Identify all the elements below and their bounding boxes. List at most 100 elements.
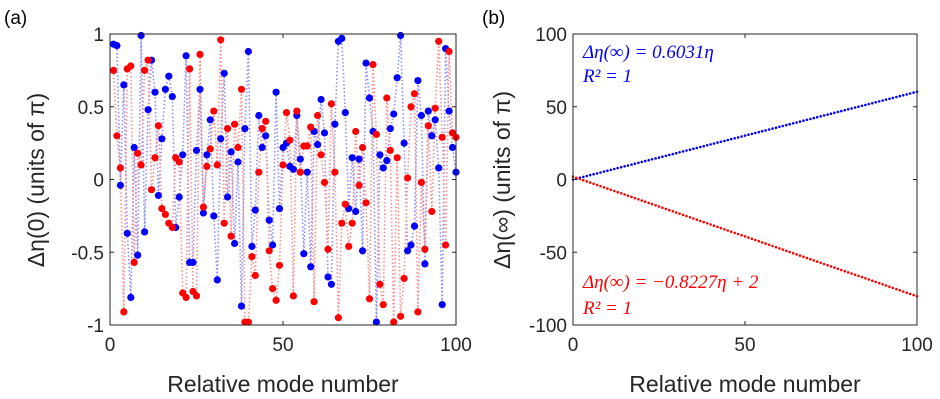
panel-a: (a) 0 50 100 -1 -0.5 0 0.5 1 Relative mode numb… [4, 8, 472, 397]
panel-b-red-point [877, 281, 881, 285]
panel-b-blue-point [822, 114, 826, 117]
panel-a-red-point [435, 37, 443, 45]
panel-a-red-point [310, 298, 318, 306]
panel-b-blue-fit-equation: Δη(∞) = 0.6031η [582, 42, 714, 63]
panel-b-red-point [864, 277, 867, 280]
panel-b-red-point [723, 228, 726, 231]
panel-b-blue-point [836, 110, 840, 114]
panel-b-blue-point [709, 143, 712, 146]
panel-b-red-point [760, 241, 764, 244]
panel-a-red-point [151, 154, 159, 162]
panel-a-red-point [161, 210, 169, 218]
panel-b-red-point [809, 257, 812, 261]
panel-b-blue-point [874, 101, 877, 104]
panel-b-blue-point [613, 167, 616, 171]
panel-a-blue-point [234, 158, 242, 166]
panel-a-ytick-label: 0 [93, 171, 104, 192]
panel-b-red-point [729, 230, 733, 233]
panel-a-blue-point [410, 222, 419, 230]
panel-b-red-point [575, 176, 578, 180]
panel-a-blue-point [314, 141, 322, 149]
panel-b-red-point [733, 231, 736, 235]
panel-a-blue-point [400, 139, 408, 147]
panel-b-red-point [712, 224, 716, 227]
panel-a-blue-point [262, 132, 270, 140]
panel-b-blue-point [685, 149, 688, 152]
panel-a-red-point [227, 232, 235, 240]
panel-a-red-point [109, 66, 118, 74]
panel-a-blue-point [265, 216, 273, 224]
panel-a-red-point [192, 292, 201, 300]
panel-a-blue-point [428, 132, 436, 140]
panel-b-blue-point [643, 159, 647, 163]
panel-b-blue-point [791, 122, 795, 125]
panel-b-blue-point [647, 158, 650, 162]
panel-a-blue-point [213, 276, 221, 284]
panel-a-blue-point [376, 151, 384, 159]
panel-a-blue-point [307, 263, 315, 271]
panel-b-red-point [685, 214, 688, 218]
panel-b-red-point [815, 260, 819, 263]
panel-b-blue-point [599, 171, 602, 174]
panel-b-red-point [626, 194, 630, 197]
panel-a-blue-point [421, 260, 429, 268]
panel-b-red-point [764, 242, 767, 245]
panel-a-blue-point [237, 302, 246, 310]
panel-b-blue-point [702, 144, 705, 148]
panel-a-xlabel: Relative mode number [167, 371, 399, 397]
panel-b-blue-point [833, 111, 836, 115]
panel-b-red-point [637, 198, 640, 201]
panel-b-red-point [674, 211, 678, 214]
panel-b-xlabel: Relative mode number [629, 371, 861, 397]
panel-b-red-point [726, 229, 730, 232]
panel-b-red-point [908, 292, 912, 296]
panel-b-red-point [750, 237, 754, 241]
panel-a-red-point [393, 154, 401, 162]
panel-b-red-point [688, 216, 692, 219]
panel-b-red-point [912, 293, 915, 297]
panel-a-blue-point [417, 111, 425, 120]
panel-a-red-point [231, 120, 239, 128]
panel-a-red-point [275, 261, 284, 269]
panel-a-red-point [428, 207, 436, 216]
panel-b-red-point [664, 207, 668, 211]
panel-a-red-point [144, 56, 152, 64]
panel-a-red-point [130, 258, 138, 266]
panel-a-red-point [352, 127, 360, 136]
panel-b-blue-point [668, 153, 671, 157]
panel-b-blue-point [871, 101, 874, 105]
panel-a-red-point [417, 178, 425, 186]
panel-b-red-point [860, 275, 864, 279]
panel-b-red-point [836, 267, 840, 271]
panel-b-blue-point [671, 152, 675, 156]
panel-a-blue-point [317, 95, 325, 104]
panel-b-blue-point [912, 91, 915, 94]
panel-b-red-point [643, 200, 647, 203]
panel-b-blue-point [857, 105, 860, 108]
panel-b-red-point [884, 284, 888, 287]
panel-a-blue-point [244, 47, 252, 56]
panel-b-blue-point [726, 138, 730, 142]
panel-b-red-point [736, 232, 740, 236]
panel-b-blue-point [774, 126, 778, 129]
panel-a-blue-point [324, 273, 332, 281]
panel-a-red-point [414, 308, 422, 316]
panel-a-red-point [397, 312, 405, 320]
panel-a-blue-point [179, 151, 187, 159]
panel-b-ticks: 0 50 100 -100 -50 0 50 100 [529, 25, 933, 356]
panel-a-blue-point [296, 155, 304, 163]
panel-b-red-point [795, 253, 798, 256]
panel-b-blue-point [864, 103, 867, 107]
panel-a-red-point [154, 122, 162, 130]
panel-a-red-point [206, 145, 214, 153]
panel-a-red-point [407, 103, 415, 111]
panel-b-red-point [709, 223, 712, 226]
panel-b-red-point [785, 249, 788, 253]
panel-b-xtick-label: 100 [901, 335, 933, 356]
panel-b-red-point [668, 208, 671, 212]
panel-b-blue-point [826, 113, 829, 116]
panel-a-blue-point [448, 143, 457, 152]
panel-b-blue-point [795, 121, 798, 124]
panel-b-blue-point [661, 155, 664, 158]
panel-a-blue-point [438, 301, 446, 309]
